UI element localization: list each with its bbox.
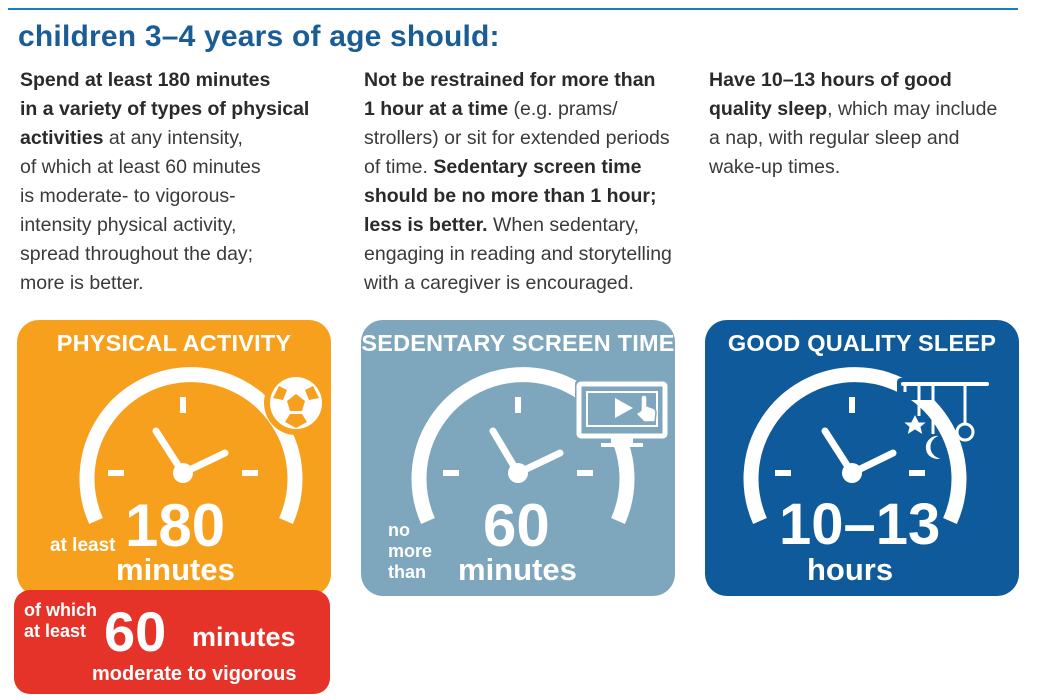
- clock-icon: [79, 367, 328, 525]
- minutes-number: 180: [125, 492, 226, 559]
- guideline-line: activities at any intensity,: [20, 124, 350, 153]
- top-divider: [8, 8, 1018, 10]
- guideline-bold-text: Not be restrained for more than: [364, 69, 656, 91]
- baby-mobile-icon: [897, 378, 991, 460]
- guideline-line: 1 hour at a time (e.g. prams/: [364, 95, 694, 124]
- hours-number: 10–13: [779, 492, 941, 557]
- guideline-line: wake-up times.: [709, 153, 1039, 182]
- guideline-text: of time.: [364, 156, 434, 178]
- guideline-line: Not be restrained for more than: [364, 66, 694, 95]
- guideline-bold-text: activities: [20, 127, 104, 149]
- callout-number: 60: [104, 600, 167, 663]
- guideline-line: strollers) or sit for extended periods: [364, 124, 694, 153]
- sedentary-guideline: Not be restrained for more than 1 hour at…: [364, 66, 694, 298]
- sleep-card: GOOD QUALITY SLEEP 10–13 hours: [705, 320, 1019, 596]
- guideline-text: a nap, with regular sleep and: [709, 127, 960, 149]
- vigorous-activity-callout: of which at least 60 minutes moderate to…: [14, 590, 330, 694]
- guideline-line: of time. Sedentary screen time: [364, 153, 694, 182]
- guideline-text: (e.g. prams/: [508, 98, 618, 120]
- card-title: SEDENTARY SCREEN TIME: [361, 330, 675, 356]
- guideline-line: should be no more than 1 hour;: [364, 182, 694, 211]
- physical-activity-card: PHYSICAL ACTIVITY at least 180 minutes: [17, 320, 331, 596]
- callout-label-line: of which: [24, 600, 97, 620]
- guideline-text: more is better.: [20, 272, 144, 294]
- guideline-bold-text: Sedentary screen time: [433, 156, 642, 178]
- guideline-line: engaging in reading and storytelling: [364, 240, 694, 269]
- soccer-ball-icon: [264, 371, 328, 435]
- guideline-line: a nap, with regular sleep and: [709, 124, 1039, 153]
- guideline-text: strollers) or sit for extended periods: [364, 127, 670, 149]
- guideline-text: at any intensity,: [103, 127, 243, 149]
- guideline-text: engaging in reading and storytelling: [364, 243, 672, 265]
- clock-icon: [743, 367, 991, 525]
- guideline-line: spread throughout the day;: [20, 240, 350, 269]
- guideline-text: wake-up times.: [709, 156, 841, 178]
- guideline-line: more is better.: [20, 269, 350, 298]
- more-label: more: [388, 541, 433, 561]
- guideline-line: less is better. When sedentary,: [364, 211, 694, 240]
- guideline-bold-text: quality sleep: [709, 98, 828, 120]
- guideline-line: Have 10–13 hours of good: [709, 66, 1039, 95]
- guideline-line: intensity physical activity,: [20, 211, 350, 240]
- no-label: no: [388, 520, 410, 540]
- at-least-label: at least: [50, 535, 116, 556]
- sleep-guideline: Have 10–13 hours of good quality sleep, w…: [709, 66, 1039, 182]
- guideline-line: is moderate- to vigorous-: [20, 182, 350, 211]
- guideline-line: of which at least 60 minutes: [20, 153, 350, 182]
- hours-unit: hours: [807, 552, 894, 587]
- minutes-unit: minutes: [458, 552, 577, 587]
- clock-icon: [411, 367, 669, 525]
- minutes-number: 60: [483, 492, 550, 559]
- guideline-line: in a variety of types of physical: [20, 95, 350, 124]
- callout-unit: minutes: [192, 622, 296, 652]
- guideline-bold-text: less is better.: [364, 214, 488, 236]
- guideline-bold-text: should be no more than 1 hour;: [364, 185, 657, 207]
- than-label: than: [388, 562, 426, 582]
- of-which-at-least-label: of which at least: [24, 600, 97, 641]
- guideline-line: quality sleep, which may include: [709, 95, 1039, 124]
- guideline-text: , which may include: [827, 98, 998, 120]
- callout-label-line: at least: [24, 620, 87, 641]
- guideline-text: is moderate- to vigorous-: [20, 185, 236, 207]
- callout-subtitle: moderate to vigorous: [92, 663, 297, 685]
- minutes-unit: minutes: [116, 552, 235, 587]
- guideline-text: of which at least 60 minutes: [20, 156, 261, 178]
- screen-time-card: SEDENTARY SCREEN TIME no more than 60 mi…: [361, 320, 675, 596]
- tv-screen-icon: [575, 380, 669, 447]
- guideline-bold-text: 1 hour at a time: [364, 98, 509, 120]
- page-heading: children 3–4 years of age should:: [18, 20, 500, 53]
- guideline-bold-text: in a variety of types of physical: [20, 98, 310, 120]
- guideline-text: intensity physical activity,: [20, 214, 237, 236]
- guideline-bold-text: Spend at least 180 minutes: [20, 69, 271, 91]
- guideline-text: spread throughout the day;: [20, 243, 254, 265]
- physical-activity-guideline: Spend at least 180 minutes in a variety o…: [20, 66, 350, 298]
- guideline-text: with a caregiver is encouraged.: [364, 272, 634, 294]
- guideline-text: When sedentary,: [487, 214, 639, 236]
- guideline-line: with a caregiver is encouraged.: [364, 269, 694, 298]
- card-title: PHYSICAL ACTIVITY: [56, 330, 292, 356]
- guideline-bold-text: Have 10–13 hours of good: [709, 69, 952, 91]
- card-title: GOOD QUALITY SLEEP: [727, 330, 997, 356]
- guideline-line: Spend at least 180 minutes: [20, 66, 350, 95]
